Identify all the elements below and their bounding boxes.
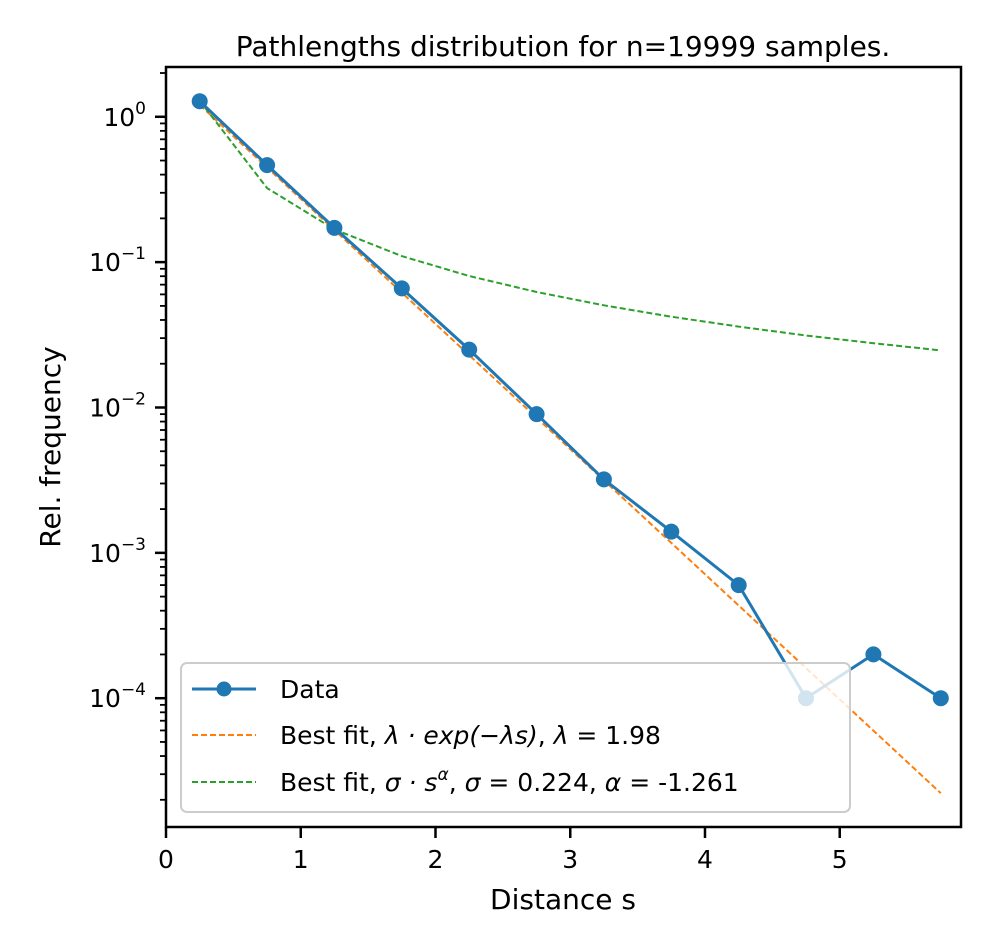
x-axis-label: Distance s xyxy=(490,883,636,916)
legend-label-data: Data xyxy=(280,675,340,704)
data-point xyxy=(730,577,747,594)
legend-entry-exponential-fit: Best fit, λ · exp(−λs), λ = 1.98 xyxy=(192,721,661,750)
data-point xyxy=(595,471,612,488)
x-tick-label: 2 xyxy=(428,845,444,874)
legend-entry-data: Data xyxy=(192,675,340,704)
data-point xyxy=(865,646,882,663)
x-tick-label: 5 xyxy=(832,845,848,874)
data-point xyxy=(461,341,478,358)
data-point xyxy=(326,219,343,236)
data-point xyxy=(259,157,276,174)
series-line-2 xyxy=(198,100,941,352)
plot-frame xyxy=(164,65,963,829)
legend-label-power-fit: Best fit, σ · sα, σ = 0.224, α = -1.261 xyxy=(280,765,739,797)
y-tick-label: 10−2 xyxy=(89,389,146,422)
data-point xyxy=(393,280,410,297)
y-tick-label: 100 xyxy=(103,99,146,132)
y-tick-label: 10−3 xyxy=(89,535,146,568)
data-point xyxy=(191,93,208,110)
y-tick-label: 10−4 xyxy=(89,680,146,713)
data-point xyxy=(932,690,949,707)
legend: Data Best fit, λ · exp(−λs), λ = 1.98 Be… xyxy=(180,662,851,813)
x-tick-label: 4 xyxy=(697,845,713,874)
chart-title: Pathlengths distribution for n=19999 sam… xyxy=(236,30,891,63)
legend-frame xyxy=(180,662,851,813)
data-point xyxy=(528,406,545,423)
data-point xyxy=(663,523,680,540)
y-axis-label: Rel. frequency xyxy=(34,346,67,547)
legend-entry-power-fit: Best fit, σ · sα, σ = 0.224, α = -1.261 xyxy=(192,765,739,797)
x-tick-label: 1 xyxy=(293,845,309,874)
x-axis: 0 1 2 3 4 5 xyxy=(158,827,848,874)
legend-swatch-data-marker xyxy=(216,681,232,697)
x-tick-label: 0 xyxy=(158,845,174,874)
x-tick-label: 3 xyxy=(562,845,578,874)
y-tick-label: 10−1 xyxy=(89,244,146,277)
legend-label-exponential-fit: Best fit, λ · exp(−λs), λ = 1.98 xyxy=(280,721,661,750)
